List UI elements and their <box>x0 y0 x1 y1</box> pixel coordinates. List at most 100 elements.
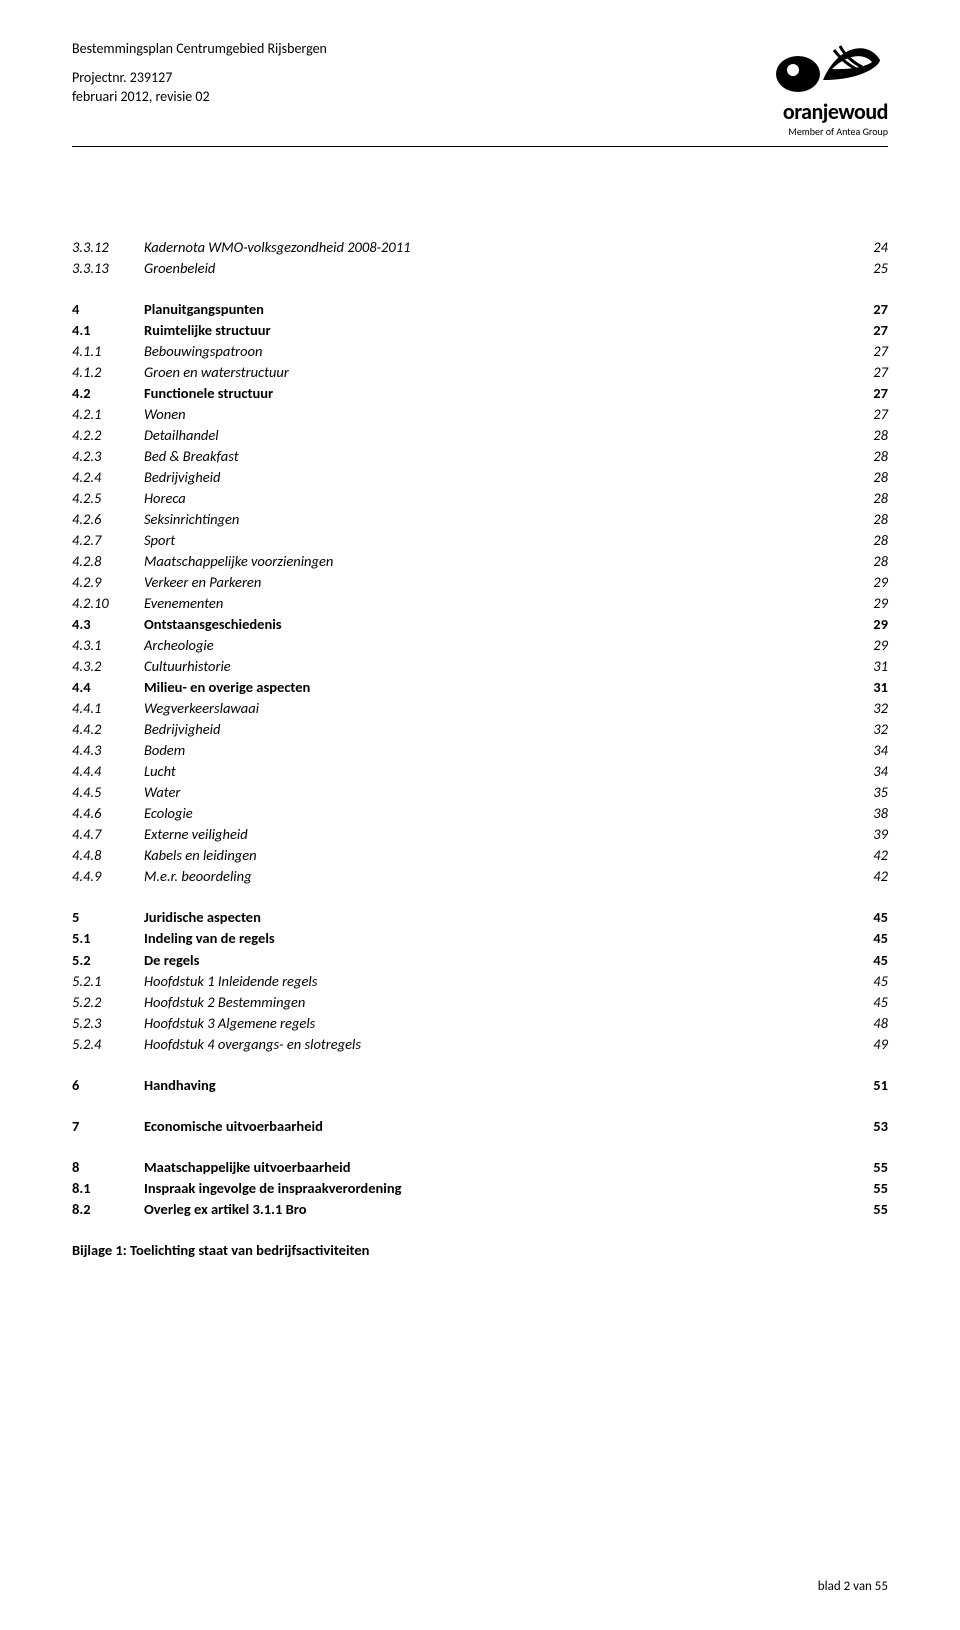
toc-title: Hoofdstuk 4 overgangs- en slotregels <box>144 1034 361 1055</box>
toc-title: Economische uitvoerbaarheid <box>144 1116 323 1137</box>
toc-title: Maatschappelijke voorzieningen <box>144 551 333 572</box>
toc-row: 5.2.1Hoofdstuk 1 Inleidende regels45 <box>72 971 888 992</box>
toc-row: 4.4.3Bodem34 <box>72 740 888 761</box>
toc-number: 4.4 <box>72 677 144 698</box>
toc-page-number: 48 <box>869 1013 888 1034</box>
toc-row: 4.3.2Cultuurhistorie31 <box>72 656 888 677</box>
toc-number: 7 <box>72 1116 144 1137</box>
toc-row: 5Juridische aspecten45 <box>72 907 888 928</box>
toc-row: 4.3Ontstaansgeschiedenis29 <box>72 614 888 635</box>
toc-title: Functionele structuur <box>144 383 273 404</box>
toc-page-number: 28 <box>869 425 888 446</box>
toc-number: 3.3.12 <box>72 237 144 258</box>
toc-number: 8.2 <box>72 1199 144 1220</box>
toc-number: 5.2.1 <box>72 971 144 992</box>
toc-title: Hoofdstuk 1 Inleidende regels <box>144 971 317 992</box>
toc-page-number: 35 <box>869 782 888 803</box>
toc-row: 4.2.4Bedrijvigheid 28 <box>72 467 888 488</box>
toc-title: Groen en waterstructuur <box>144 362 289 383</box>
toc-number: 4.3.2 <box>72 656 144 677</box>
toc-row: 4.4.8Kabels en leidingen42 <box>72 845 888 866</box>
toc-page-number: 45 <box>869 928 888 949</box>
toc-number: 4.4.8 <box>72 845 144 866</box>
toc-row: 4.2Functionele structuur27 <box>72 383 888 404</box>
toc-title: Ecologie <box>144 803 193 824</box>
table-of-contents: 3.3.12Kadernota WMO-volksgezondheid 2008… <box>72 237 888 1261</box>
toc-page-number: 29 <box>869 572 888 593</box>
toc-title: Lucht <box>144 761 176 782</box>
toc-title: De regels <box>144 950 199 971</box>
toc-page-number: 29 <box>869 593 888 614</box>
toc-page-number: 28 <box>869 488 888 509</box>
toc-title: Verkeer en Parkeren <box>144 572 261 593</box>
toc-title: Bebouwingspatroon <box>144 341 263 362</box>
toc-page-number: 32 <box>869 698 888 719</box>
toc-number: 5.2.3 <box>72 1013 144 1034</box>
toc-number: 4.4.9 <box>72 866 144 887</box>
toc-page-number: 49 <box>869 1034 888 1055</box>
toc-row: 4.4.9M.e.r. beoordeling42 <box>72 866 888 887</box>
toc-page-number: 29 <box>869 635 888 656</box>
oranjewoud-icon <box>768 40 888 95</box>
toc-number: 4.4.4 <box>72 761 144 782</box>
toc-title: Hoofdstuk 2 Bestemmingen <box>144 992 305 1013</box>
toc-page-number: 27 <box>869 299 888 320</box>
toc-number: 8 <box>72 1157 144 1178</box>
toc-row: 4.4.5Water 35 <box>72 782 888 803</box>
toc-page-number: 31 <box>869 656 888 677</box>
header-left: Bestemmingsplan Centrumgebied Rijsbergen… <box>72 40 888 107</box>
toc-page-number: 38 <box>869 803 888 824</box>
toc-row: 4.1.2Groen en waterstructuur27 <box>72 362 888 383</box>
toc-page-number: 27 <box>869 404 888 425</box>
toc-row: 4.2.8Maatschappelijke voorzieningen 28 <box>72 551 888 572</box>
toc-number: 5.2 <box>72 950 144 971</box>
toc-page-number: 28 <box>869 467 888 488</box>
header-divider <box>72 146 888 147</box>
toc-row: 4.4.4Lucht 34 <box>72 761 888 782</box>
toc-title: Kadernota WMO-volksgezondheid 2008-2011 <box>144 237 410 258</box>
toc-page-number: 32 <box>869 719 888 740</box>
toc-page-number: 27 <box>869 341 888 362</box>
toc-number: 4.2.4 <box>72 467 144 488</box>
toc-title: Milieu- en overige aspecten <box>144 677 310 698</box>
toc-number: 4.2.7 <box>72 530 144 551</box>
toc-title: Water <box>144 782 180 803</box>
toc-row: 5.2.3Hoofdstuk 3 Algemene regels 48 <box>72 1013 888 1034</box>
toc-title: Bedrijvigheid <box>144 719 220 740</box>
toc-title: Horeca <box>144 488 186 509</box>
toc-row: 4.1Ruimtelijke structuur27 <box>72 320 888 341</box>
toc-row: 4.2.10Evenementen 29 <box>72 593 888 614</box>
toc-number: 4.2 <box>72 383 144 404</box>
toc-title: Wonen <box>144 404 186 425</box>
toc-page-number: 28 <box>869 530 888 551</box>
toc-row: 4.2.7Sport28 <box>72 530 888 551</box>
toc-number: 4.1 <box>72 320 144 341</box>
toc-number: 4.4.5 <box>72 782 144 803</box>
toc-row: 4.3.1Archeologie29 <box>72 635 888 656</box>
toc-page-number: 53 <box>869 1116 888 1137</box>
toc-row: 8.1Inspraak ingevolge de inspraakverorde… <box>72 1178 888 1199</box>
toc-title: Bed & Breakfast <box>144 446 239 467</box>
toc-number: 5.2.4 <box>72 1034 144 1055</box>
toc-page-number: 28 <box>869 551 888 572</box>
toc-title: Externe veiligheid <box>144 824 248 845</box>
page-footer: blad 2 van 55 <box>818 1579 888 1594</box>
toc-title: Hoofdstuk 3 Algemene regels <box>144 1013 315 1034</box>
toc-page-number: 45 <box>869 907 888 928</box>
toc-number: 4.2.10 <box>72 593 144 614</box>
toc-row: 4.2.3Bed & Breakfast28 <box>72 446 888 467</box>
toc-page-number: 34 <box>869 761 888 782</box>
toc-number: 5.2.2 <box>72 992 144 1013</box>
toc-row: 3.3.12Kadernota WMO-volksgezondheid 2008… <box>72 237 888 258</box>
toc-number: 4.2.8 <box>72 551 144 572</box>
toc-title: Evenementen <box>144 593 223 614</box>
toc-title: Bedrijvigheid <box>144 467 220 488</box>
toc-page-number: 24 <box>869 237 888 258</box>
toc-number: 4.1.1 <box>72 341 144 362</box>
toc-title: Ontstaansgeschiedenis <box>144 614 282 635</box>
toc-title: Handhaving <box>144 1075 216 1096</box>
project-number: Projectnr. 239127 <box>72 69 888 88</box>
toc-row: 4.2.1Wonen27 <box>72 404 888 425</box>
revision-date: februari 2012, revisie 02 <box>72 88 888 107</box>
toc-page-number: 45 <box>869 992 888 1013</box>
